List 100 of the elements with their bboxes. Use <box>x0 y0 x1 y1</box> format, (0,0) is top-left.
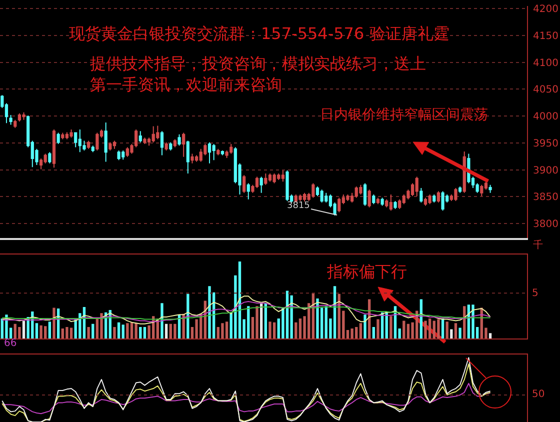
bar <box>406 324 410 338</box>
bar <box>70 328 73 338</box>
candlestick <box>86 140 90 150</box>
annotation: 日内银价维持窄幅区间震荡 <box>320 107 488 123</box>
candlestick <box>242 174 246 194</box>
candlestick <box>112 140 116 150</box>
bar <box>174 324 176 338</box>
candlestick <box>436 190 440 204</box>
bar <box>364 314 366 338</box>
bar <box>268 322 272 338</box>
candlestick <box>302 192 306 202</box>
bar <box>35 323 38 338</box>
bar <box>139 326 142 338</box>
bar <box>126 323 129 338</box>
candlestick <box>74 132 78 148</box>
bar <box>52 308 56 338</box>
candlestick <box>96 132 99 151</box>
bar <box>454 323 458 338</box>
candlestick <box>312 182 315 198</box>
bar <box>350 328 354 338</box>
candlestick <box>152 126 155 143</box>
bar <box>164 324 168 338</box>
y-tick-label: 3950 <box>533 138 558 150</box>
bar <box>376 319 380 338</box>
candlestick <box>108 142 112 151</box>
candlestick <box>138 130 142 143</box>
candlestick <box>182 132 186 158</box>
bar <box>450 329 453 338</box>
text: 5 <box>532 288 538 299</box>
bar <box>256 306 258 338</box>
candlestick <box>420 188 423 204</box>
candlestick <box>156 125 160 140</box>
bar <box>446 322 448 338</box>
candlestick <box>65 132 69 140</box>
bar <box>316 298 319 338</box>
bar <box>117 322 120 338</box>
candlestick <box>441 190 444 212</box>
candlestick <box>385 198 388 208</box>
bar <box>122 324 124 338</box>
bar <box>424 320 427 338</box>
bar <box>272 322 276 338</box>
bar <box>290 295 293 338</box>
candlestick <box>208 142 212 164</box>
candlestick <box>14 119 17 128</box>
candlestick <box>169 142 172 151</box>
text: 提供技术指导，投资咨询，模拟实战练习，送上第一手资讯，欢迎前来咨询 <box>90 54 426 94</box>
candlestick <box>216 148 220 156</box>
bar <box>134 323 138 338</box>
bar <box>48 322 52 338</box>
bar <box>402 320 406 338</box>
bar <box>40 325 42 338</box>
candlestick <box>380 197 384 206</box>
candlestick <box>424 197 428 206</box>
bar <box>18 326 21 338</box>
text: 50 <box>532 389 545 400</box>
candlestick <box>394 200 397 210</box>
candlestick <box>246 182 250 200</box>
candlestick <box>428 194 432 205</box>
candlestick <box>338 197 341 213</box>
y-tick-label: 4100 <box>533 58 558 69</box>
candlestick <box>260 176 263 194</box>
candlestick <box>415 176 418 197</box>
bar <box>298 318 302 338</box>
candlestick <box>281 170 284 182</box>
candlestick <box>346 194 350 202</box>
bar <box>130 322 134 338</box>
candlestick <box>117 150 120 161</box>
candlestick <box>488 184 492 194</box>
y-tick-label: 4050 <box>533 84 558 96</box>
bar <box>87 326 90 338</box>
candlestick <box>164 142 168 151</box>
candlestick <box>264 173 268 186</box>
candlestick <box>52 129 56 168</box>
bar <box>372 326 375 338</box>
candlestick <box>480 184 484 197</box>
candlestick <box>398 198 402 210</box>
candlestick <box>298 194 302 202</box>
candlestick <box>9 114 12 126</box>
bar <box>225 322 228 338</box>
candlestick <box>389 194 392 212</box>
bar <box>113 326 116 338</box>
candlestick <box>272 173 276 184</box>
candlestick <box>368 189 371 208</box>
bar <box>100 313 103 338</box>
candlestick <box>56 132 60 145</box>
candlestick <box>359 184 362 195</box>
bar <box>221 323 224 338</box>
bar <box>160 303 164 338</box>
candlestick <box>143 137 146 145</box>
candlestick <box>199 148 202 162</box>
bar <box>22 320 26 338</box>
candlestick <box>70 129 73 138</box>
bar <box>428 318 432 338</box>
y-axis-title: 千 <box>533 239 543 251</box>
candlestick <box>104 122 108 162</box>
candlestick <box>324 192 328 204</box>
candlestick <box>376 197 380 205</box>
y-tick-label: 3850 <box>533 192 558 204</box>
candlestick <box>432 194 436 204</box>
annotation: 66 <box>4 338 17 349</box>
